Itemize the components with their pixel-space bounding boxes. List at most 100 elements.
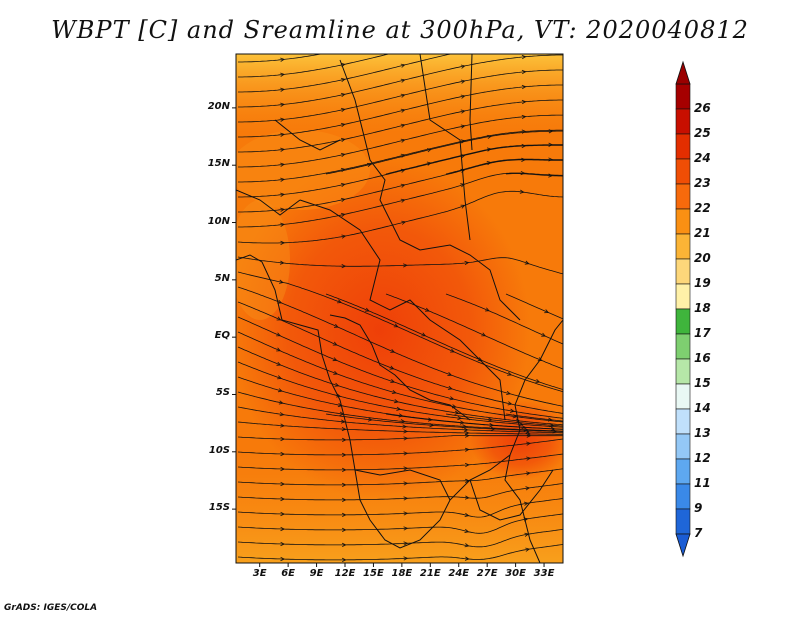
streamline-arrow <box>460 183 466 188</box>
streamline-arrow <box>460 79 466 84</box>
lon-label: 30E <box>505 568 526 579</box>
streamline-arrow <box>403 481 409 486</box>
colorbar-label: 25 <box>694 126 711 140</box>
streamline-arrow <box>280 102 286 107</box>
streamline-arrow <box>429 423 435 428</box>
streamline-arrow <box>506 390 511 395</box>
streamline-arrow <box>457 415 463 421</box>
colorbar-label: 15 <box>694 376 711 390</box>
streamline-arrow <box>403 429 409 434</box>
colorbar-swatch <box>675 158 691 185</box>
colorbar-swatch <box>675 333 691 360</box>
streamline <box>325 413 563 432</box>
streamline-arrow <box>521 84 527 90</box>
map-frame <box>235 53 564 564</box>
streamline-arrow <box>394 399 399 404</box>
streamline <box>238 144 563 198</box>
streamline <box>237 286 563 407</box>
streamline-arrow <box>544 309 550 314</box>
streamline-arrow <box>391 389 397 394</box>
streamline-arrow <box>400 138 406 143</box>
streamline-arrow <box>280 481 286 487</box>
colorbar-label: 22 <box>694 201 711 215</box>
streamline-arrow <box>521 143 527 149</box>
colorbar-label: 14 <box>694 401 711 415</box>
streamline-arrow <box>464 543 470 548</box>
streamline-arrow <box>341 452 347 457</box>
streamline-arrow <box>400 63 406 68</box>
streamline-arrow <box>277 388 283 393</box>
streamline-arrow <box>276 316 282 321</box>
streamline-arrow <box>396 406 402 411</box>
streamline-arrow <box>486 147 492 152</box>
streamline <box>238 159 563 213</box>
streamline <box>237 528 563 548</box>
streamline-arrow <box>521 54 527 60</box>
streamline-arrow <box>280 162 286 167</box>
streamline <box>237 468 563 486</box>
streamline-arrow <box>333 323 339 328</box>
streamline-arrow <box>403 451 409 456</box>
streamline-arrow <box>277 299 283 304</box>
streamline <box>237 301 563 414</box>
colorbar-label: 18 <box>694 301 711 315</box>
streamline-arrow <box>520 170 526 176</box>
streamline-arrow <box>341 542 347 547</box>
streamline-arrow <box>547 417 553 422</box>
axis-ticks <box>232 107 545 567</box>
colorbar-max-arrow <box>675 60 691 85</box>
streamline-arrow <box>341 426 347 432</box>
streamline <box>505 293 563 320</box>
streamline-arrow <box>340 419 346 424</box>
streamline-arrow <box>277 375 283 380</box>
streamline-arrow <box>541 332 547 337</box>
streamline-arrow <box>490 426 496 431</box>
streamline-arrow <box>340 122 346 128</box>
streamline-arrow <box>487 417 493 422</box>
streamline-arrow <box>447 385 453 390</box>
streamline-arrow <box>390 348 396 353</box>
streamline-arrow <box>280 132 286 137</box>
streamline-arrow <box>460 109 466 114</box>
streamline-arrow <box>390 379 396 383</box>
streamline-arrow <box>276 361 282 366</box>
streamline-arrow <box>336 393 342 398</box>
streamline-arrow <box>521 99 527 105</box>
lat-label: EQ <box>214 330 230 342</box>
streamline-arrow <box>481 332 487 337</box>
streamline-arrow <box>450 348 455 353</box>
streamline-arrow <box>403 436 409 441</box>
lon-label: 27E <box>476 568 498 579</box>
streamline-arrow <box>526 433 532 438</box>
streamline-arrow <box>400 123 406 128</box>
wbpt-shaded-field <box>236 54 563 563</box>
streamline-arrow <box>523 501 529 506</box>
streamline-arrow <box>280 541 286 547</box>
streamline-arrow <box>464 512 470 517</box>
streamline-arrow <box>402 424 408 429</box>
streamline-arrow <box>509 408 515 413</box>
colorbar-label: 26 <box>694 101 711 115</box>
colorbar-swatch <box>675 83 691 110</box>
colorbar-label: 7 <box>694 526 703 540</box>
colorbar-label: 19 <box>694 276 711 290</box>
streamline-arrow <box>486 161 492 166</box>
streamline-arrow <box>278 400 284 405</box>
streamline-arrow <box>400 198 406 203</box>
streamline-arrow <box>464 528 470 533</box>
streamline-arrow <box>427 417 433 422</box>
streamline <box>237 498 563 518</box>
lon-label: 15E <box>363 568 384 579</box>
streamline-arrow <box>333 370 339 375</box>
colorbar-swatch <box>675 508 691 535</box>
streamline-arrow <box>341 467 347 472</box>
lon-label: 21E <box>419 568 441 579</box>
streamline-arrow <box>507 371 513 376</box>
streamline-arrow <box>280 87 286 92</box>
streamline <box>238 99 563 153</box>
streamline-arrow <box>340 77 346 83</box>
streamline-arrow <box>367 417 373 422</box>
streamline-arrow <box>460 124 466 129</box>
streamline-arrow <box>340 197 346 203</box>
